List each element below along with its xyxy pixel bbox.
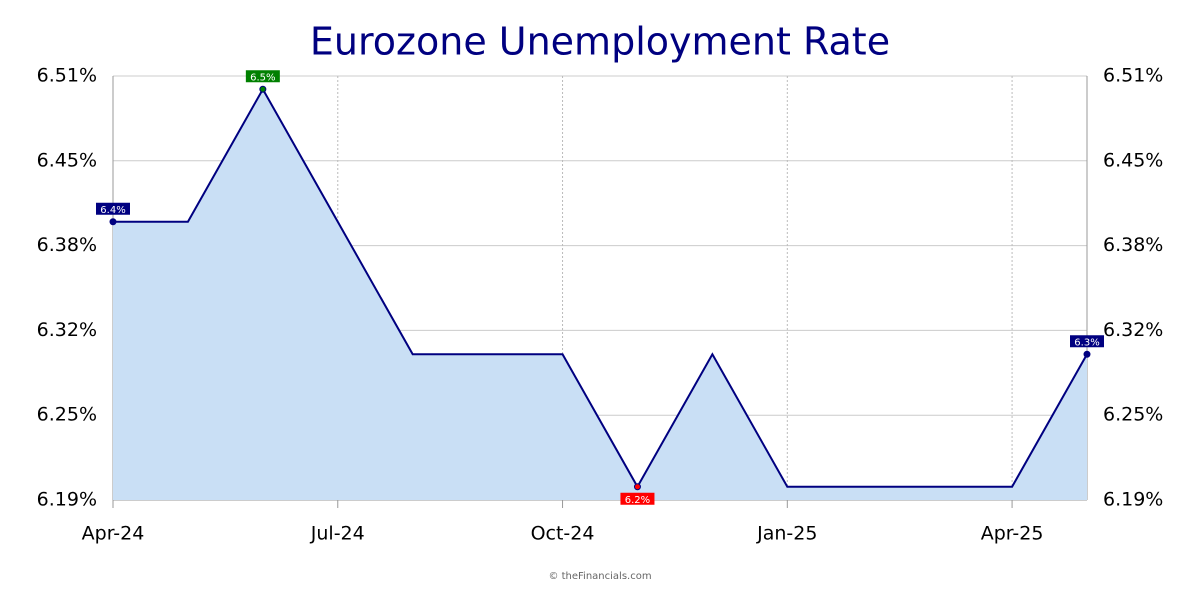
value-label: 6.4% bbox=[100, 205, 125, 216]
y2-tick-label: 6.38% bbox=[1103, 234, 1163, 256]
y2-tick-label: 6.25% bbox=[1103, 404, 1163, 426]
y-tick-label: 6.38% bbox=[37, 234, 97, 256]
value-label-bg bbox=[620, 492, 655, 505]
y-tick-label: 6.25% bbox=[37, 404, 97, 426]
y2-tick-label: 6.19% bbox=[1103, 489, 1163, 511]
value-label: 6.2% bbox=[625, 495, 650, 506]
y2-tick-label: 6.51% bbox=[1103, 65, 1163, 87]
y-tick-label: 6.51% bbox=[37, 65, 97, 87]
y-tick-label: 6.45% bbox=[37, 149, 97, 171]
area bbox=[113, 89, 1087, 500]
x-tick-label: Apr-24 bbox=[82, 523, 145, 545]
chart-title: Eurozone Unemployment Rate bbox=[310, 20, 890, 64]
value-label-bg bbox=[245, 70, 280, 83]
value-label-bg bbox=[1070, 335, 1104, 348]
source: © theFinancials.com bbox=[548, 571, 651, 582]
point bbox=[259, 85, 267, 93]
line bbox=[113, 87, 1088, 489]
y2-tick-label: 6.45% bbox=[1103, 149, 1163, 171]
y-tick-label: 6.19% bbox=[37, 489, 97, 511]
x-tick-label: Jul-24 bbox=[310, 523, 365, 545]
x-tick-label: Apr-25 bbox=[981, 523, 1044, 545]
point bbox=[1083, 350, 1091, 358]
value-label: 6.3% bbox=[1074, 337, 1099, 348]
point bbox=[633, 483, 641, 491]
point bbox=[109, 218, 117, 226]
y-tick-label: 6.32% bbox=[37, 319, 97, 341]
y2-tick-label: 6.32% bbox=[1103, 319, 1163, 341]
x-tick-label: Jan-25 bbox=[756, 523, 817, 545]
value-label: 6.5% bbox=[250, 72, 275, 83]
value-label-bg bbox=[96, 202, 130, 215]
x-tick-label: Oct-24 bbox=[531, 523, 595, 545]
